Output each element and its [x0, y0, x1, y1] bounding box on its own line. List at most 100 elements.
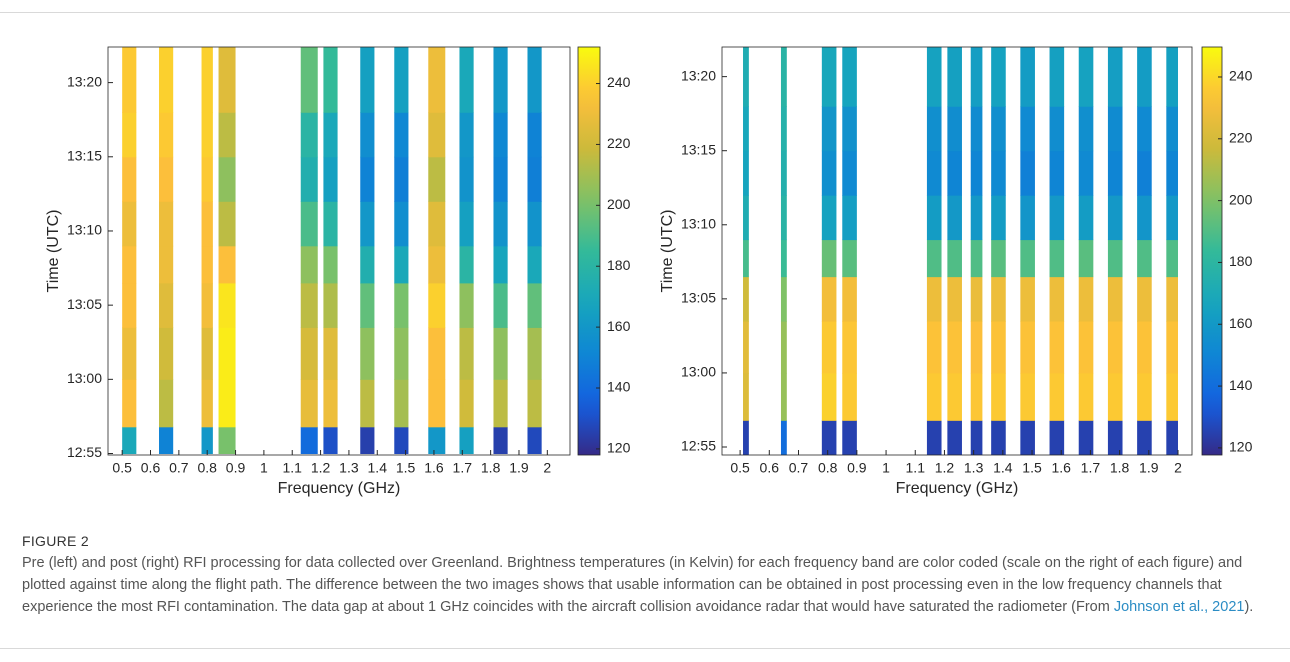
cell	[493, 379, 508, 428]
cell	[842, 276, 857, 322]
cell	[991, 321, 1006, 374]
cell	[459, 201, 474, 247]
cell	[1020, 106, 1035, 152]
cell	[493, 426, 508, 455]
cell	[780, 239, 787, 278]
colorbar-tick-label: 160	[607, 318, 631, 334]
x-tick-label: 0.8	[197, 460, 217, 476]
cell	[947, 372, 962, 421]
y-tick-label: 13:00	[67, 370, 102, 386]
cell	[842, 195, 857, 241]
cell	[428, 379, 446, 428]
x-tick-label: 1.1	[906, 460, 926, 476]
cell	[360, 426, 375, 455]
cell	[159, 379, 174, 428]
cell	[780, 195, 787, 241]
cell	[970, 372, 983, 421]
cell	[323, 112, 338, 158]
cell	[842, 420, 857, 455]
chart: 0.5 0.6 0.7 0.8 0.9 1 1.1 1.2 1.3 1.4 1.5 1.6 1.7 1.8…	[659, 46, 1253, 497]
x-tick-label: 1.8	[1110, 460, 1130, 476]
cell	[122, 156, 137, 202]
cell	[926, 372, 942, 421]
cell	[218, 156, 236, 202]
caption: FIGURE 2 Pre (left) and post (right) RFI…	[22, 530, 1262, 618]
colorbar-tick-label: 200	[607, 196, 631, 212]
cell	[970, 321, 983, 374]
cell	[300, 379, 318, 428]
cell	[493, 245, 508, 284]
x-tick-label: 0.7	[169, 460, 189, 476]
cell	[493, 156, 508, 202]
cell	[991, 420, 1006, 455]
cell	[780, 276, 787, 322]
cell	[970, 150, 983, 196]
x-tick-label: 0.6	[760, 460, 780, 476]
cell	[1137, 239, 1152, 278]
cell	[122, 426, 137, 455]
colorbar	[1201, 46, 1223, 456]
cell	[991, 239, 1006, 278]
cell	[1107, 276, 1123, 322]
cell	[991, 276, 1006, 322]
cell	[323, 426, 338, 455]
cell	[947, 106, 962, 152]
cell	[218, 327, 236, 380]
cell	[743, 372, 749, 421]
x-tick-label: 1	[260, 460, 268, 476]
x-tick-label: 1.5	[396, 460, 416, 476]
cell	[1020, 321, 1035, 374]
cell	[842, 150, 857, 196]
cell	[842, 106, 857, 152]
x-tick-label: 1.4	[993, 460, 1013, 476]
cell	[1137, 150, 1152, 196]
cell	[1020, 150, 1035, 196]
cell	[1107, 239, 1123, 278]
citation-link[interactable]: Johnson et al., 2021	[1113, 599, 1245, 615]
cell	[743, 420, 749, 455]
cell	[821, 239, 837, 278]
cell	[459, 112, 474, 158]
cell	[159, 282, 174, 328]
cell	[360, 47, 375, 113]
cell	[201, 245, 213, 284]
cell	[1078, 321, 1094, 374]
cell	[493, 327, 508, 380]
cell	[1166, 276, 1178, 322]
cell	[122, 282, 137, 328]
cell	[1107, 195, 1123, 241]
colorbar-tick-label: 120	[607, 440, 631, 456]
cell	[323, 282, 338, 328]
cell	[218, 426, 236, 455]
cell	[842, 372, 857, 421]
cell	[360, 245, 375, 284]
cell	[323, 379, 338, 428]
cell	[300, 156, 318, 202]
x-tick-label: 2	[543, 460, 551, 476]
cell	[821, 195, 837, 241]
colorbar-tick-label: 160	[1229, 315, 1253, 331]
cell	[1166, 239, 1178, 278]
cell	[1166, 372, 1178, 421]
x-axis-label: Frequency (GHz)	[278, 480, 401, 497]
y-tick-label: 13:15	[67, 147, 102, 163]
cell	[842, 47, 857, 107]
x-tick-label: 0.8	[818, 460, 838, 476]
cell	[122, 112, 137, 158]
cell	[527, 379, 542, 428]
cell	[1137, 276, 1152, 322]
cell	[1166, 321, 1178, 374]
colorbar	[577, 46, 601, 456]
cell	[926, 106, 942, 152]
cell	[1137, 321, 1152, 374]
caption-text: Pre (left) and post (right) RFI processi…	[22, 555, 1243, 615]
cell	[527, 282, 542, 328]
colorbar-tick-label: 140	[1229, 377, 1253, 393]
y-tick-label: 13:10	[67, 222, 102, 238]
cell	[527, 47, 542, 113]
y-tick-label: 13:05	[67, 296, 102, 312]
cell	[300, 245, 318, 284]
caption-body: Pre (left) and post (right) RFI processi…	[22, 552, 1262, 618]
colorbar-tick-label: 200	[1229, 191, 1253, 207]
